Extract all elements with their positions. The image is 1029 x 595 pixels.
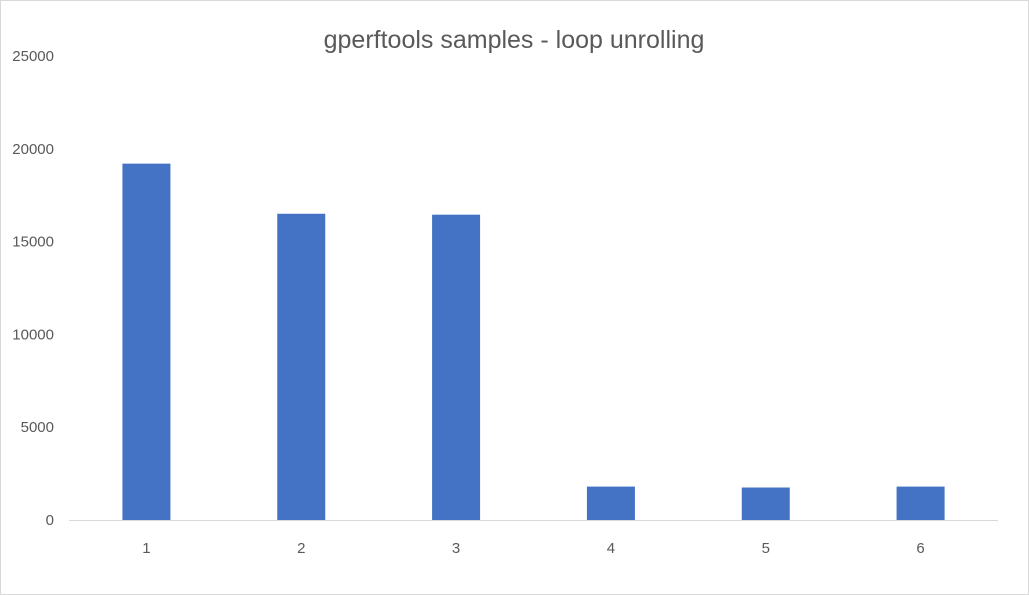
x-tick-label: 1 bbox=[142, 540, 150, 557]
y-tick-label: 25000 bbox=[12, 48, 54, 65]
x-tick-label: 5 bbox=[762, 540, 770, 557]
x-tick-label: 2 bbox=[297, 540, 305, 557]
bar-3 bbox=[432, 214, 481, 521]
bars-group bbox=[122, 163, 945, 521]
bar-2 bbox=[277, 213, 326, 520]
y-tick-label: 0 bbox=[46, 512, 54, 529]
y-axis-ticks: 0 5000 10000 15000 20000 25000 bbox=[12, 48, 54, 529]
bar-5 bbox=[741, 487, 790, 520]
x-tick-label: 3 bbox=[452, 540, 460, 557]
bar-6 bbox=[896, 486, 945, 520]
x-tick-label: 4 bbox=[607, 540, 615, 557]
y-tick-label: 15000 bbox=[12, 234, 54, 251]
y-tick-label: 5000 bbox=[21, 419, 54, 436]
y-tick-label: 10000 bbox=[12, 326, 54, 343]
bar-4 bbox=[586, 486, 635, 520]
x-tick-label: 6 bbox=[916, 540, 924, 557]
bar-1 bbox=[122, 163, 171, 520]
y-tick-label: 20000 bbox=[12, 141, 54, 158]
chart-title: gperftools samples - loop unrolling bbox=[324, 26, 705, 54]
x-axis-ticks: 1 2 3 4 5 6 bbox=[142, 540, 925, 557]
